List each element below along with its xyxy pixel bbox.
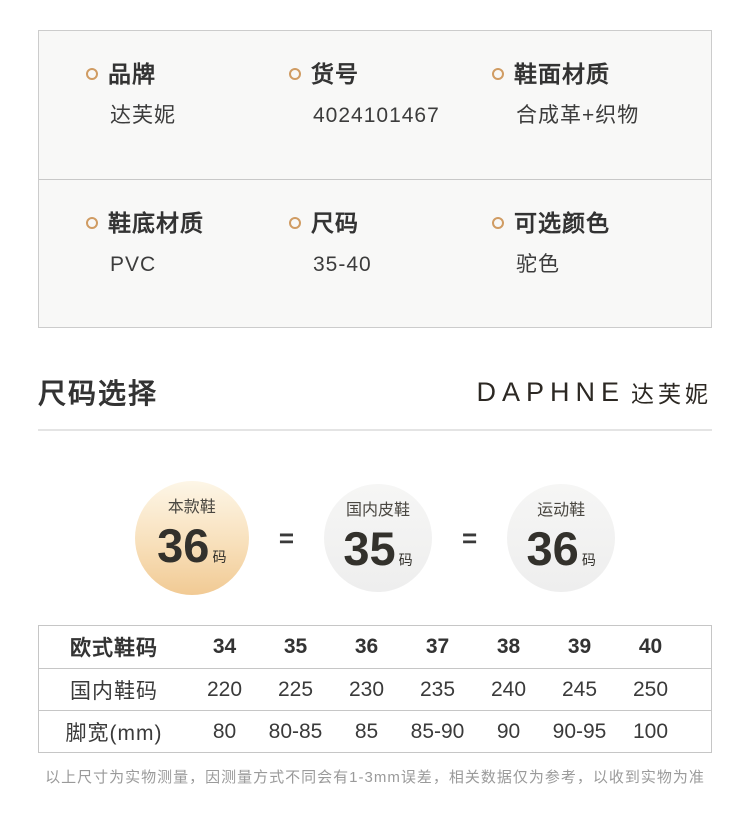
brand-logo: DAPHNE 达芙妮 [476, 375, 712, 409]
size-circle-label: 本款鞋 [167, 499, 216, 516]
size-circle-number: 36 [526, 522, 579, 575]
attribute-label: 货号 [311, 61, 359, 87]
equals-sign: = [278, 522, 294, 553]
size-conversion-row: 本款鞋 36 码 = 国内皮鞋 35 码 = 运动鞋 36 码 [38, 481, 712, 595]
size-cell: 39 [567, 635, 592, 658]
size-chart-row-foot-width: 脚宽(mm) 80 80-85 85 85-90 90 90-95 100 [39, 710, 711, 752]
bullet-ring-icon [289, 217, 301, 229]
size-circle-number: 36 [157, 519, 210, 572]
measurement-disclaimer: 以上尺寸为实物测量，因测量方式不同会有1-3mm误差，相关数据仅为参考，以收到实… [45, 769, 705, 786]
size-section-header: 尺码选择 DAPHNE 达芙妮 [38, 372, 712, 412]
size-cell: 235 [419, 677, 456, 701]
section-title: 尺码选择 [38, 378, 159, 409]
size-cell: 80-85 [268, 719, 323, 743]
bullet-ring-icon [492, 68, 504, 80]
equals-sign: = [462, 522, 478, 553]
size-circle-this-shoe: 本款鞋 36 码 [134, 481, 249, 595]
size-chart-row-eu: 欧式鞋码 34 35 36 37 38 39 40 [39, 626, 711, 668]
attribute-value: 35-40 [313, 253, 372, 276]
product-spec-page: 品牌 达芙妮 货号 4024101467 鞋面材质 合成革+织物 [38, 30, 712, 786]
size-cell: 100 [632, 719, 669, 743]
size-circle-unit: 码 [398, 552, 413, 568]
size-circle-unit: 码 [581, 552, 596, 568]
attribute-value: PVC [110, 253, 157, 276]
size-cell: 90 [496, 719, 521, 743]
size-cell: 37 [425, 635, 450, 658]
bullet-ring-icon [86, 217, 98, 229]
size-cell: 230 [348, 677, 385, 701]
size-cell: 240 [490, 677, 527, 701]
attribute-value: 4024101467 [313, 104, 440, 127]
attribute-item-number: 货号 4024101467 [242, 31, 445, 179]
size-chart-table: 欧式鞋码 34 35 36 37 38 39 40 国内鞋码 220 225 2… [38, 625, 712, 753]
attribute-label: 品牌 [108, 61, 156, 87]
attribute-row: 品牌 达芙妮 货号 4024101467 鞋面材质 合成革+织物 [39, 31, 711, 179]
attribute-label: 可选颜色 [514, 210, 610, 236]
attribute-value: 达芙妮 [110, 104, 176, 127]
brand-logo-english: DAPHNE [476, 376, 625, 407]
bullet-ring-icon [289, 68, 301, 80]
size-cell: 80 [212, 719, 237, 743]
size-circle-domestic-leather: 国内皮鞋 35 码 [324, 484, 432, 592]
attribute-sole-material: 鞋底材质 PVC [39, 180, 242, 327]
row-header: 脚宽(mm) [65, 721, 163, 745]
attribute-row: 鞋底材质 PVC 尺码 35-40 可选颜色 驼色 [39, 179, 711, 327]
size-circle-label: 运动鞋 [537, 502, 586, 519]
size-cell: 220 [206, 677, 243, 701]
size-circle-sports-shoe: 运动鞋 36 码 [507, 484, 616, 592]
attribute-color-options: 可选颜色 驼色 [445, 180, 711, 327]
product-attributes-table: 品牌 达芙妮 货号 4024101467 鞋面材质 合成革+织物 [38, 30, 712, 328]
size-cell: 85-90 [410, 719, 465, 743]
size-cell: 85 [354, 719, 379, 743]
attribute-size-range: 尺码 35-40 [242, 180, 445, 327]
size-cell: 35 [283, 635, 308, 658]
attribute-label: 尺码 [311, 210, 359, 236]
row-header: 国内鞋码 [70, 679, 158, 703]
section-divider [38, 429, 712, 431]
attribute-value: 合成革+织物 [516, 104, 640, 127]
size-circle-label: 国内皮鞋 [345, 502, 410, 519]
size-cell: 40 [638, 635, 663, 658]
bullet-ring-icon [492, 217, 504, 229]
size-cell: 36 [354, 635, 379, 658]
size-circle-unit: 码 [212, 549, 227, 565]
attribute-label: 鞋底材质 [108, 210, 204, 236]
attribute-upper-material: 鞋面材质 合成革+织物 [445, 31, 711, 179]
brand-logo-chinese: 达芙妮 [631, 381, 712, 407]
attribute-value: 驼色 [516, 253, 560, 276]
attribute-label: 鞋面材质 [514, 61, 610, 87]
row-header: 欧式鞋码 [70, 637, 158, 660]
size-circle-number: 35 [343, 522, 396, 575]
bullet-ring-icon [86, 68, 98, 80]
size-cell: 34 [212, 635, 237, 658]
size-cell: 38 [496, 635, 521, 658]
attribute-brand: 品牌 达芙妮 [39, 31, 242, 179]
size-cell: 245 [561, 677, 598, 701]
size-cell: 90-95 [552, 719, 607, 743]
size-cell: 225 [277, 677, 314, 701]
size-cell: 250 [632, 677, 669, 701]
size-chart-row-domestic: 国内鞋码 220 225 230 235 240 245 250 [39, 668, 711, 710]
